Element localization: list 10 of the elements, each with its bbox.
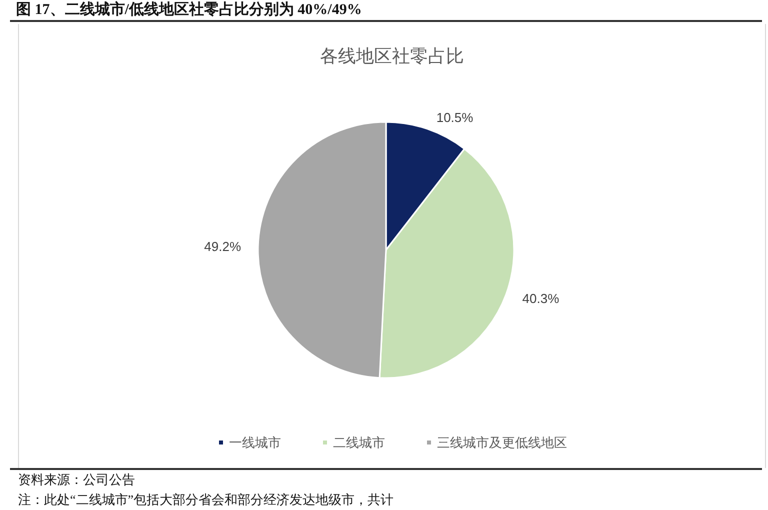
data-label: 10.5% xyxy=(436,110,474,126)
chart-subtitle: 各线地区社零占比 xyxy=(320,46,464,66)
text: 资料来源：公司公告 xyxy=(18,471,136,489)
legend-label: 一线城市 xyxy=(229,435,281,450)
text: 注：此处“二线城市”包括大部分省会和部分经济发达地级市，共计 xyxy=(18,491,395,509)
legend-label: 三线城市及更低线地区 xyxy=(437,435,567,450)
chart-title: 图 17、二线城市/低线地区社零占比分别为 40%/49% xyxy=(10,0,762,22)
data-label: 40.3% xyxy=(522,291,560,306)
legend-label: 二线城市 xyxy=(333,435,385,450)
data-label: 49.2% xyxy=(204,238,242,254)
